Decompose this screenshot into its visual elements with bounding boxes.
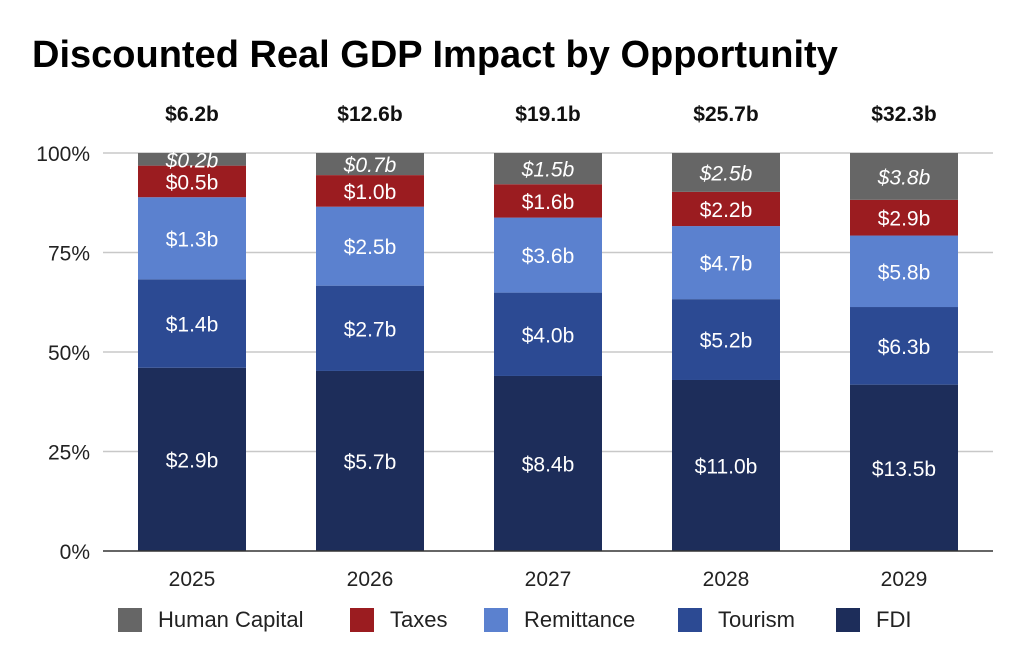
data-label: $5.2b — [700, 330, 753, 353]
data-label: $8.4b — [522, 453, 575, 476]
legend-swatch — [484, 608, 508, 632]
legend-label: Taxes — [390, 607, 448, 632]
bar-segment-fdi — [494, 375, 602, 551]
legend-swatch — [118, 608, 142, 632]
data-label: $2.9b — [878, 208, 931, 231]
bar-segment-fdi — [316, 370, 424, 551]
bar-segment-tourism — [850, 307, 958, 385]
data-label: $0.7b — [343, 154, 397, 177]
bar-segment-tourism — [316, 285, 424, 371]
legend-label: FDI — [876, 607, 912, 632]
x-tick-label: 2026 — [347, 568, 394, 591]
legend-label: Tourism — [718, 607, 796, 632]
data-label: $11.0b — [695, 455, 758, 478]
y-tick-label: 50% — [48, 342, 90, 365]
chart-title: Discounted Real GDP Impact by Opportunit… — [32, 34, 838, 76]
bar-segment-tourism — [138, 279, 246, 368]
bar-segment-remittance — [850, 235, 958, 308]
bar-segment-taxes — [494, 184, 602, 218]
bar-segment-tourism — [672, 299, 780, 380]
data-label: $5.8b — [878, 261, 931, 284]
bar-segment-human-capital — [138, 153, 246, 166]
bar-segment-human-capital — [494, 153, 602, 185]
legend-item: FDI — [836, 602, 911, 638]
bar-total-label: $6.2b — [165, 103, 219, 126]
legend-item: Human Capital — [118, 602, 304, 638]
bar-total-label: $19.1b — [515, 103, 580, 126]
y-tick-label: 0% — [60, 541, 90, 564]
bar-segment-human-capital — [316, 153, 424, 176]
x-tick-label: 2027 — [525, 568, 572, 591]
data-label: $2.5b — [344, 236, 397, 259]
bar-segment-taxes — [138, 165, 246, 198]
legend-swatch — [350, 608, 374, 632]
data-label: $13.5b — [872, 458, 936, 481]
legend-swatch — [836, 608, 860, 632]
bar-segment-remittance — [494, 217, 602, 293]
y-tick-label: 75% — [48, 243, 90, 266]
data-label: $4.0b — [522, 324, 575, 347]
bar-total-label: $25.7b — [693, 103, 758, 126]
data-label: $1.6b — [522, 191, 575, 214]
stacked-bar-chart: 0% 25% 50% 75% 100% $2.9b $1.4b $1.3b $0.5b$0.2b… — [36, 103, 993, 591]
legend-item: Taxes — [350, 602, 447, 638]
data-label: $1.0b — [344, 181, 397, 204]
x-tick-label: 2028 — [703, 568, 750, 591]
data-label: $0.2b — [165, 149, 219, 172]
bar-segment-taxes — [672, 191, 780, 227]
y-tick-label: 100% — [36, 143, 90, 166]
x-tick-label: 2025 — [169, 568, 216, 591]
legend-label: Remittance — [524, 607, 636, 632]
data-label: $3.8b — [877, 166, 931, 189]
legend-swatch — [678, 608, 702, 632]
data-label: $1.5b — [521, 159, 575, 182]
bar-segment-remittance — [316, 206, 424, 286]
data-label: $4.7b — [700, 253, 753, 276]
legend-label: Human Capital — [158, 607, 304, 632]
y-tick-label: 25% — [48, 442, 90, 465]
bar-segment-remittance — [672, 226, 780, 300]
data-label: $2.2b — [700, 199, 753, 222]
data-label: $2.5b — [699, 162, 753, 185]
data-label: $6.3b — [878, 336, 931, 359]
data-label: $1.4b — [166, 314, 219, 337]
bar-segment-fdi — [138, 367, 246, 551]
bar-segment-human-capital — [672, 153, 780, 192]
bar-total-label: $12.6b — [337, 103, 402, 126]
data-label: $5.7b — [344, 451, 397, 474]
x-tick-label: 2029 — [881, 568, 928, 591]
bar-total-label: $32.3b — [871, 103, 936, 126]
bar-segment-remittance — [138, 197, 246, 280]
bar-segment-human-capital — [850, 153, 958, 200]
bar-segment-tourism — [494, 292, 602, 376]
data-label: $1.3b — [166, 228, 219, 251]
bar-segment-fdi — [850, 384, 958, 551]
legend-item: Remittance — [484, 602, 635, 638]
chart-legend: Human Capital Taxes Remittance Tourism FDI — [0, 602, 1030, 638]
bar-segment-fdi — [672, 379, 780, 551]
data-label: $2.9b — [166, 449, 219, 472]
data-label: $3.6b — [522, 245, 575, 268]
legend-item: Tourism — [678, 602, 795, 638]
bar-segment-taxes — [316, 175, 424, 207]
data-label: $0.5b — [166, 171, 219, 194]
bar-segment-taxes — [850, 199, 958, 236]
data-label: $2.7b — [344, 318, 397, 341]
